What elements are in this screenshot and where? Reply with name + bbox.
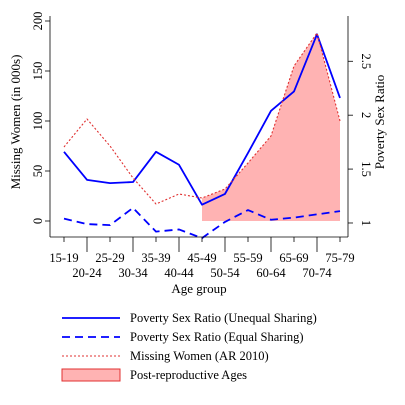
x-tick-label: 45-49 xyxy=(187,251,216,265)
legend: Poverty Sex Ratio (Unequal Sharing) Pover… xyxy=(61,311,317,382)
x-tick-label: 65-69 xyxy=(279,251,308,265)
y-axis-title-right: Poverty Sex Ratio xyxy=(372,75,387,170)
x-tick-label: 25-29 xyxy=(95,251,124,265)
post-reproductive-shaded-area xyxy=(202,33,340,221)
y-left-tick-label: 150 xyxy=(31,62,45,81)
y-left-tick-label: 0 xyxy=(31,218,45,224)
legend-swatch-shaded xyxy=(61,368,121,382)
y-right-tick-label: 1 xyxy=(359,220,373,226)
y-right-tick-label: 2 xyxy=(359,112,373,118)
legend-label: Missing Women (AR 2010) xyxy=(130,349,269,363)
series-line-1 xyxy=(63,33,341,206)
x-tick-label: 60-64 xyxy=(256,266,286,280)
legend-label: Poverty Sex Ratio (Equal Sharing) xyxy=(130,330,304,344)
legend-label: Post-reproductive Ages xyxy=(130,368,247,382)
x-tick-label: 15-19 xyxy=(49,251,78,265)
x-tick-label: 70-74 xyxy=(302,266,332,280)
x-tick-label: 55-59 xyxy=(233,251,262,265)
x-tick-label: 35-39 xyxy=(141,251,170,265)
x-tick-label: 40-44 xyxy=(164,266,194,280)
y-left-tick-label: 50 xyxy=(31,165,45,178)
x-tick-label: 50-54 xyxy=(210,266,240,280)
x-tick-label: 75-79 xyxy=(325,251,354,265)
legend-label: Poverty Sex Ratio (Unequal Sharing) xyxy=(130,311,317,325)
y-right-tick-label: 1.5 xyxy=(359,161,373,177)
x-tick-label: 20-24 xyxy=(72,266,102,280)
y-right-tick-label: 2.5 xyxy=(359,53,373,69)
x-axis-title: Age group xyxy=(171,281,226,296)
y-left-tick-label: 100 xyxy=(31,112,45,131)
y-axis-title-left: Missing Women (in 000s) xyxy=(8,55,23,190)
x-tick-label: 30-34 xyxy=(118,266,148,280)
y-left-tick-label: 200 xyxy=(31,12,45,31)
